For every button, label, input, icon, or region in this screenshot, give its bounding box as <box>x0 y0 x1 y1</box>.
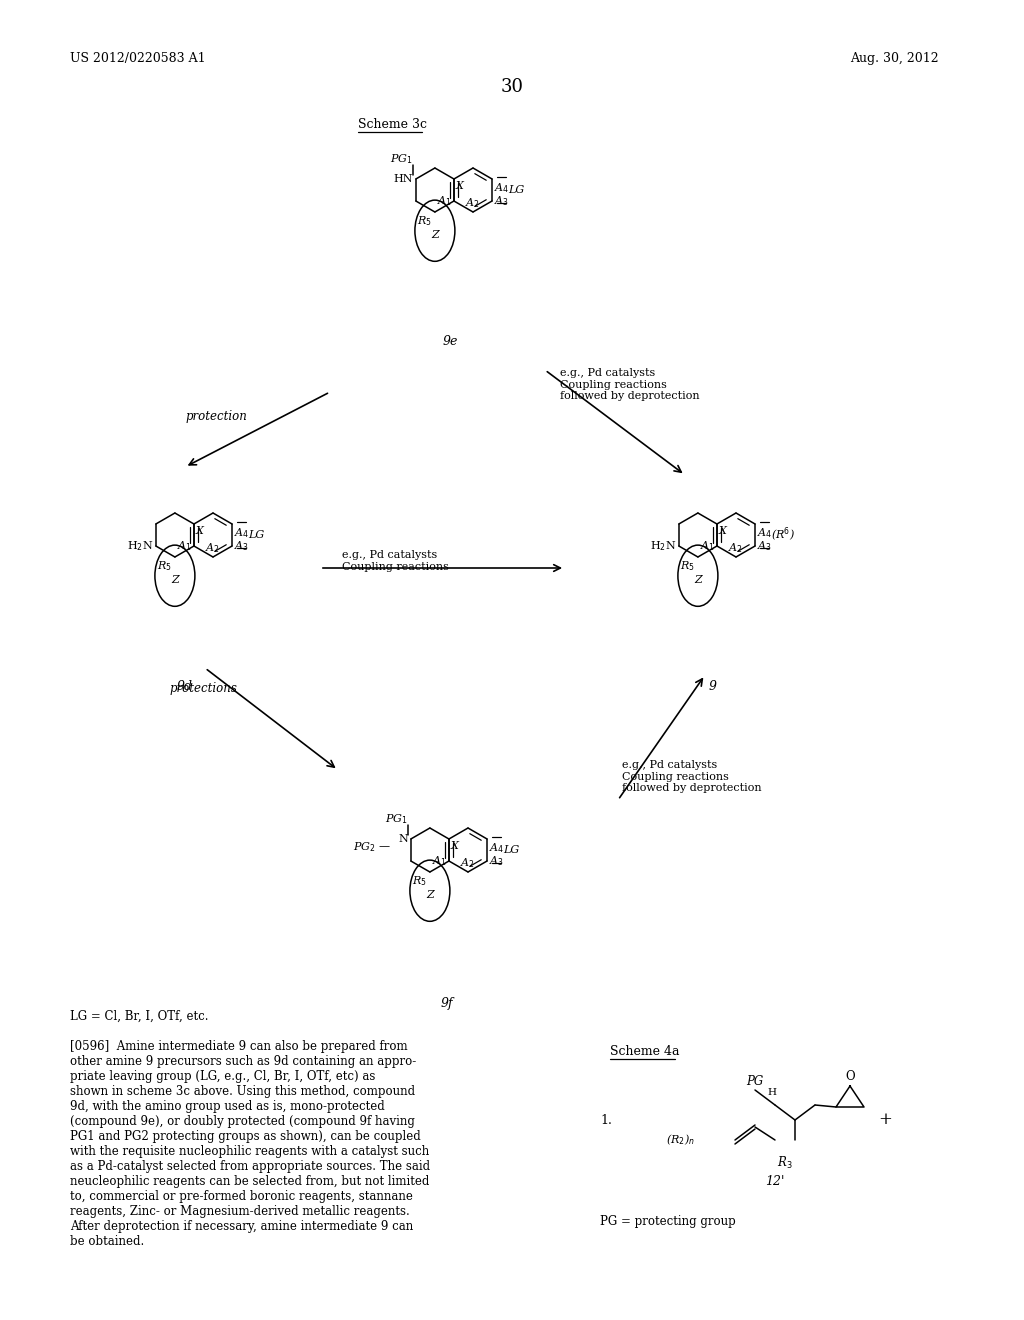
Text: A$_2$: A$_2$ <box>206 541 220 554</box>
Text: e.g., Pd catalysts
Coupling reactions
followed by deprotection: e.g., Pd catalysts Coupling reactions fo… <box>560 368 699 401</box>
Text: H$_2$N: H$_2$N <box>649 539 676 553</box>
Text: US 2012/0220583 A1: US 2012/0220583 A1 <box>70 51 206 65</box>
Text: LG = Cl, Br, I, OTf, etc.: LG = Cl, Br, I, OTf, etc. <box>70 1010 209 1023</box>
Text: LG: LG <box>508 185 524 195</box>
Text: A$_3$: A$_3$ <box>494 194 509 209</box>
Text: protections: protections <box>170 682 238 696</box>
Text: O: O <box>845 1071 855 1082</box>
Text: 9: 9 <box>709 680 717 693</box>
Text: PG$_1$: PG$_1$ <box>385 812 408 826</box>
Text: +: + <box>878 1111 892 1129</box>
Text: Z: Z <box>694 574 701 585</box>
Text: H$_2$N: H$_2$N <box>127 539 153 553</box>
Text: Scheme 3c: Scheme 3c <box>358 117 427 131</box>
Text: R$_5$: R$_5$ <box>417 214 432 228</box>
Text: Aug. 30, 2012: Aug. 30, 2012 <box>850 51 939 65</box>
Text: R$_5$: R$_5$ <box>412 874 427 888</box>
Text: A$_3$: A$_3$ <box>234 539 249 553</box>
Text: X: X <box>196 525 204 536</box>
Text: R$_5$: R$_5$ <box>680 558 695 573</box>
Text: R$_3$: R$_3$ <box>777 1155 793 1171</box>
Text: (R$_2$)$_n$: (R$_2$)$_n$ <box>666 1133 695 1147</box>
Text: A$_1$: A$_1$ <box>699 539 715 553</box>
Text: LG: LG <box>248 531 264 540</box>
Text: (R$^6$): (R$^6$) <box>771 525 795 544</box>
Text: Z: Z <box>426 890 434 900</box>
Text: HN: HN <box>393 174 413 183</box>
Text: e.g., Pd catalysts
Coupling reactions: e.g., Pd catalysts Coupling reactions <box>342 550 449 572</box>
Text: Scheme 4a: Scheme 4a <box>610 1045 680 1059</box>
Text: A$_1$: A$_1$ <box>177 539 191 553</box>
Text: N: N <box>398 834 408 843</box>
Text: PG = protecting group: PG = protecting group <box>600 1214 736 1228</box>
Text: X: X <box>456 181 464 191</box>
Text: A$_3$: A$_3$ <box>757 539 772 553</box>
Text: A$_3$: A$_3$ <box>489 854 504 869</box>
Text: PG: PG <box>746 1074 764 1088</box>
Text: A$_2$: A$_2$ <box>466 197 480 210</box>
Text: X: X <box>719 525 727 536</box>
Text: 12': 12' <box>765 1175 784 1188</box>
Text: X: X <box>451 841 459 851</box>
Text: LG: LG <box>503 845 519 855</box>
Text: Z: Z <box>431 230 438 240</box>
Text: A$_4$: A$_4$ <box>494 181 510 195</box>
Text: 9f: 9f <box>440 997 454 1010</box>
Text: protection: protection <box>185 411 247 422</box>
Text: PG$_2$ —: PG$_2$ — <box>353 840 391 854</box>
Text: H: H <box>768 1088 776 1097</box>
Text: A$_1$: A$_1$ <box>432 854 446 869</box>
Text: PG$_1$: PG$_1$ <box>390 152 413 166</box>
Text: A$_2$: A$_2$ <box>461 857 475 870</box>
Text: e.g., Pd catalysts
Coupling reactions
followed by deprotection: e.g., Pd catalysts Coupling reactions fo… <box>622 760 762 793</box>
Text: A$_2$: A$_2$ <box>728 541 743 554</box>
Text: 1.: 1. <box>600 1114 612 1126</box>
Text: [0596]  Amine intermediate 9 can also be prepared from
other amine 9 precursors : [0596] Amine intermediate 9 can also be … <box>70 1040 430 1247</box>
Text: R$_5$: R$_5$ <box>157 558 172 573</box>
Text: A$_4$: A$_4$ <box>489 841 505 855</box>
Text: A$_4$: A$_4$ <box>757 525 772 540</box>
Text: 9d: 9d <box>177 680 193 693</box>
Text: A$_1$: A$_1$ <box>436 194 452 209</box>
Text: Z: Z <box>171 574 179 585</box>
Text: A$_4$: A$_4$ <box>234 525 250 540</box>
Text: 9e: 9e <box>442 335 458 348</box>
Text: 30: 30 <box>501 78 523 96</box>
